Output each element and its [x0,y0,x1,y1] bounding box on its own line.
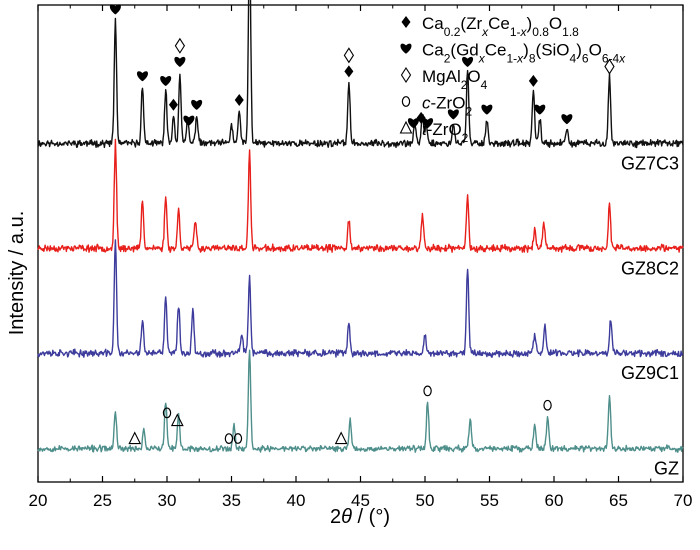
plot-frame [37,4,684,483]
x-tick-label: 45 [351,491,370,510]
legend-entry: c-ZrO2 [401,94,472,119]
diamond-open-icon [604,58,615,75]
x-tick-label: 70 [674,491,693,510]
heart-icon [400,43,412,54]
x-axis-title: 2θ / (°) [330,506,390,528]
heart-icon [534,104,546,115]
x-axis: 20 25 30 35 40 45 50 55 60 65 70 [29,5,693,510]
series-labels: GZ7C3 GZ8C2 GZ9C1 GZ [621,153,679,478]
heart-icon [160,75,172,87]
triangle-open-icon [170,413,184,427]
legend-label: c-ZrO2 [422,94,472,119]
diamond-filled-icon [528,74,538,87]
diamond-filled-icon [234,93,244,106]
heart-icon [191,99,203,110]
x-tick-label: 60 [545,491,564,510]
legend-label: t-ZrO2 [422,120,469,145]
circle-open-icon [233,433,243,444]
diamond-open-icon [174,37,186,54]
x-tick-label: 20 [29,491,48,510]
legend-label: MgAl2O4 [422,67,488,92]
heart-icon [407,118,419,129]
circle-open-icon [543,399,552,411]
circle-open-icon [401,96,411,107]
x-tick-label: 25 [93,491,112,510]
x-tick-label: 50 [416,491,435,510]
series-line-gz7c3 [37,0,684,149]
legend-entry: MgAl2O4 [400,66,488,92]
triangle-open-icon [128,431,142,445]
diamond-filled-icon [344,65,354,78]
y-axis-title: Intensity / a.u. [6,211,28,336]
x-tick-label: 65 [609,491,628,510]
circle-open-icon [423,385,432,397]
x-tick-label: 35 [222,491,241,510]
series-label: GZ [654,459,679,479]
series-line-gz [37,349,684,453]
heart-icon [136,71,149,82]
heart-icon [174,56,186,67]
legend-entry: Ca2(GdxCe1-x)8(SiO4)6O6-4x [400,41,626,66]
x-tick-label: 40 [287,491,306,510]
diamond-filled-icon [168,98,178,111]
series-label: GZ7C3 [621,153,679,173]
heart-icon [109,4,121,15]
peak-markers [109,4,615,445]
legend-label: Ca0.2(ZrxCe1-x)0.8O1.8 [422,14,579,39]
heart-icon [183,115,195,126]
triangle-open-icon [399,120,413,134]
heart-icon [422,118,434,129]
circle-open-icon [162,407,172,419]
diamond-filled-icon [401,16,411,28]
legend-entry: Ca0.2(ZrxCe1-x)0.8O1.8 [401,14,579,39]
legend-label: Ca2(GdxCe1-x)8(SiO4)6O6-4x [422,41,626,66]
circle-open-icon [224,433,234,445]
triangle-open-icon [334,431,348,445]
heart-icon [561,114,573,125]
x-tick-label: 30 [158,491,177,510]
diamond-open-icon [400,66,412,84]
x-tick-label: 55 [480,491,499,510]
heart-icon [462,56,474,67]
legend: Ca0.2(ZrxCe1-x)0.8O1.8Ca2(GdxCe1-x)8(SiO… [399,14,626,145]
series-label: GZ9C1 [621,363,679,383]
heart-icon [481,104,493,115]
plot-area [37,0,684,483]
heart-icon [447,109,459,120]
legend-entry: t-ZrO2 [399,120,469,145]
series-line-gz8c2 [37,138,684,253]
diamond-open-icon [343,47,355,64]
series-label: GZ8C2 [621,258,679,278]
series-line-gz9c1 [37,239,684,358]
